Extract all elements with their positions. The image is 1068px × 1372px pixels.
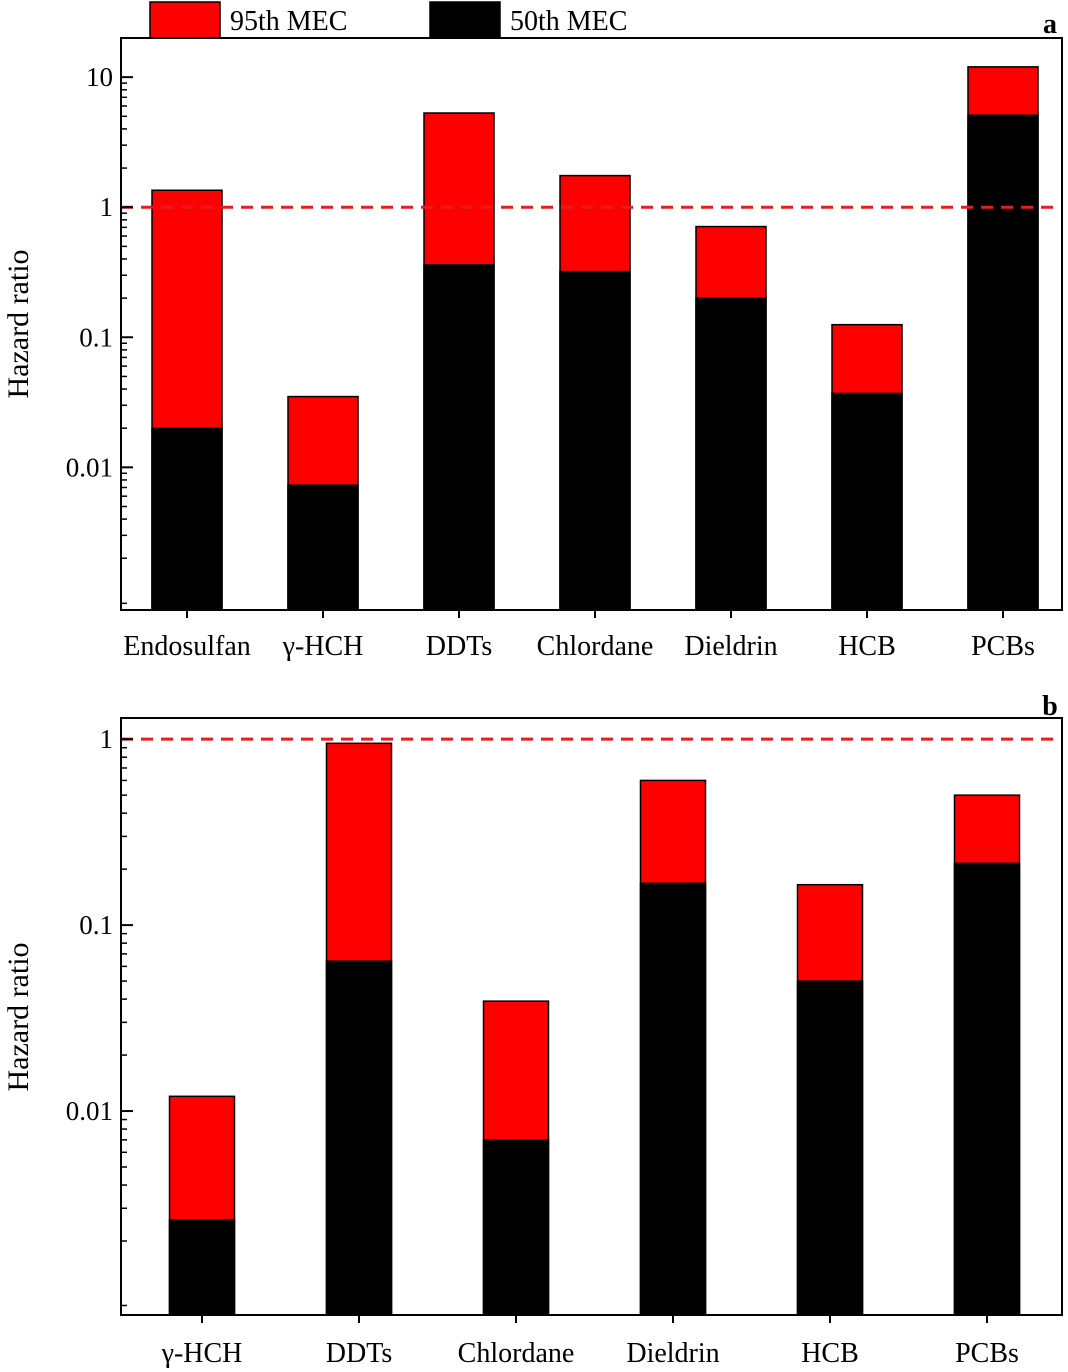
bar-b-50th-3 <box>639 882 707 1316</box>
plot-frame-a <box>120 37 1063 611</box>
legend: 95th MEC 50th MEC <box>149 1 627 39</box>
category-label-a-6: PCBs <box>971 631 1035 662</box>
category-label-a-3: Chlordane <box>537 631 654 662</box>
category-label-b-0: γ-HCH <box>161 1338 243 1369</box>
y-axis-label-a: Hazard ratio <box>2 249 35 398</box>
panel-label-b: b <box>1042 691 1058 722</box>
bar-a-50th-1 <box>287 484 359 611</box>
category-label-b-3: Dieldrin <box>626 1338 719 1369</box>
legend-label-95th: 95th MEC <box>230 6 347 37</box>
category-label-a-4: Dieldrin <box>684 631 777 662</box>
panel-label-a: a <box>1043 9 1057 40</box>
category-label-b-4: HCB <box>801 1338 859 1369</box>
legend-swatch-50th <box>429 1 501 39</box>
y-axis-label-b: Hazard ratio <box>2 942 35 1091</box>
category-label-a-1: γ-HCH <box>282 631 364 662</box>
bar-b-50th-5 <box>953 862 1021 1316</box>
y-tick-label-a-1: 0.1 <box>79 322 113 352</box>
y-tick-label-a-2: 1 <box>100 192 114 222</box>
bar-a-50th-6 <box>967 114 1039 611</box>
bar-b-50th-2 <box>482 1139 550 1316</box>
category-label-b-2: Chlordane <box>458 1338 575 1369</box>
category-label-a-2: DDTs <box>426 631 493 662</box>
panel-b-chart: γ-HCH DDTs Chlordane Dieldrin HCB PCBs 0.01 0.1… <box>2 691 1063 1369</box>
y-tick-label-b-1: 0.1 <box>79 910 113 940</box>
category-label-b-1: DDTs <box>326 1338 393 1369</box>
category-label-a-0: Endosulfan <box>123 631 251 662</box>
bar-b-50th-1 <box>325 960 393 1316</box>
y-tick-label-a-3: 10 <box>86 62 113 92</box>
category-label-a-5: HCB <box>838 631 896 662</box>
bar-a-50th-3 <box>559 270 631 611</box>
bar-b-50th-4 <box>796 980 864 1316</box>
bar-a-50th-0 <box>151 427 223 611</box>
bar-a-50th-2 <box>423 264 495 611</box>
bar-a-50th-5 <box>831 392 903 611</box>
bar-a-50th-4 <box>695 297 767 611</box>
plot-frame-b <box>120 717 1063 1316</box>
legend-swatch-95th <box>149 1 221 39</box>
y-tick-label-b-2: 1 <box>100 724 114 754</box>
bar-b-50th-0 <box>168 1219 236 1316</box>
category-label-b-5: PCBs <box>955 1338 1019 1369</box>
panel-a-chart: Endosulfan γ-HCH DDTs Chlordane Dieldrin HCB P… <box>2 9 1063 662</box>
legend-label-50th: 50th MEC <box>510 6 627 37</box>
y-tick-label-b-0: 0.01 <box>66 1096 113 1126</box>
y-tick-label-a-0: 0.01 <box>66 452 113 482</box>
